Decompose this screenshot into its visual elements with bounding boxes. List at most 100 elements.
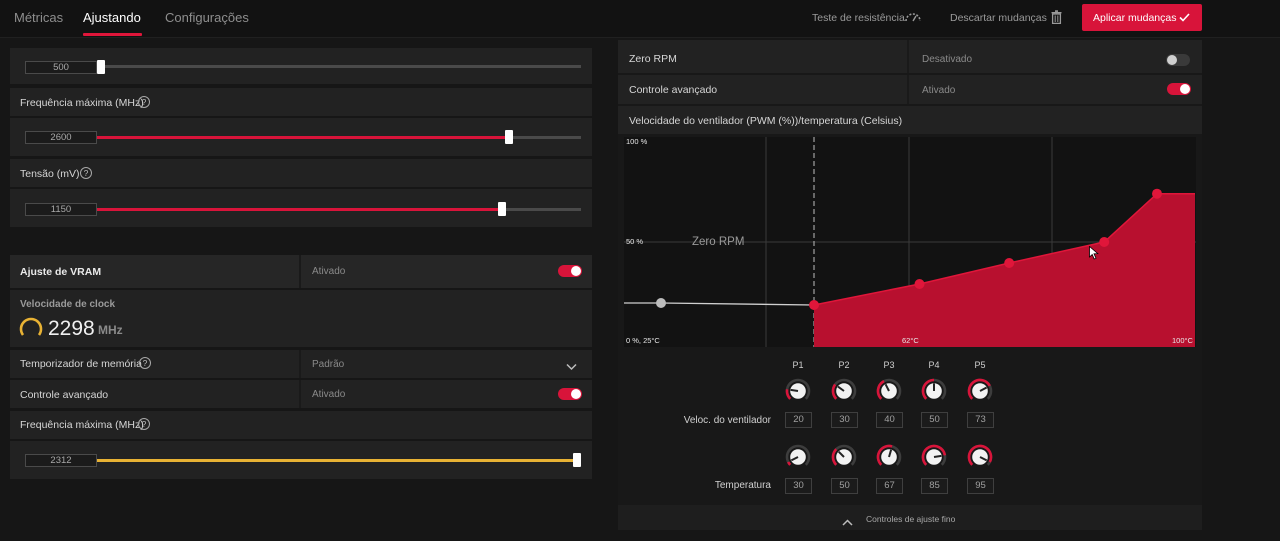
- vram-max-freq-thumb[interactable]: [573, 453, 581, 467]
- zero-rpm-label: Zero RPM: [629, 53, 677, 65]
- min-freq-thumb[interactable]: [97, 60, 105, 74]
- help-icon[interactable]: ?: [80, 167, 92, 179]
- vram-toggle[interactable]: [558, 265, 582, 277]
- point-label: P5: [974, 360, 986, 370]
- memory-timing-value[interactable]: Padrão: [312, 359, 345, 370]
- voltage-header: Tensão (mV) ?: [10, 159, 592, 187]
- temperature-knob[interactable]: [785, 444, 811, 475]
- discard-changes-button[interactable]: Descartar mudanças: [950, 12, 1047, 24]
- fan-speed-value[interactable]: 20: [785, 412, 812, 428]
- trash-icon[interactable]: [1051, 10, 1062, 29]
- fan-speed-knob[interactable]: [921, 378, 947, 409]
- fan-speed-value[interactable]: 30: [831, 412, 858, 428]
- y-tick-top: 100 %: [626, 137, 648, 146]
- apply-changes-label: Aplicar mudanças: [1093, 11, 1177, 24]
- zero-rpm-zone-label: Zero RPM: [692, 236, 745, 248]
- fan-curve-point: [1004, 258, 1015, 268]
- fan-advanced-toggle[interactable]: [1167, 83, 1191, 95]
- voltage-thumb[interactable]: [498, 202, 506, 216]
- point-label: P1: [792, 360, 804, 370]
- temperature-value[interactable]: 30: [785, 478, 812, 494]
- tab-configuracoes[interactable]: Configurações: [165, 10, 249, 25]
- max-freq-input[interactable]: 2600: [25, 131, 97, 144]
- chevron-up-icon[interactable]: [842, 513, 853, 531]
- fan-speed-knob[interactable]: [831, 378, 857, 409]
- x-tick-max: 100°C: [1172, 336, 1193, 345]
- temperature-knob[interactable]: [876, 444, 902, 475]
- fan-advanced-label: Controle avançado: [629, 84, 718, 96]
- fan-curve-line: [813, 192, 1195, 306]
- fan-speed-knob[interactable]: [785, 378, 811, 409]
- fan-speed-knob[interactable]: [876, 378, 902, 409]
- vram-advanced-toggle[interactable]: [558, 388, 582, 400]
- temperature-value[interactable]: 85: [921, 478, 948, 494]
- zero-rpm-row: Zero RPM Desativado: [618, 40, 1202, 73]
- x-tick-mid: 62°C: [902, 336, 919, 345]
- divider: [299, 350, 301, 378]
- max-freq-thumb[interactable]: [505, 130, 513, 144]
- temperature-value[interactable]: 95: [967, 478, 994, 494]
- apply-changes-button[interactable]: Aplicar mudanças: [1082, 4, 1202, 31]
- vram-max-freq-header: Frequência máxima (MHz) ?: [10, 411, 592, 439]
- min-freq-input[interactable]: 500: [25, 61, 97, 74]
- fan-curve-point: [809, 300, 819, 310]
- vram-title: Ajuste de VRAM: [20, 266, 102, 278]
- temperature-knob[interactable]: [831, 444, 857, 475]
- help-icon[interactable]: ?: [139, 357, 151, 369]
- fan-curve-chart[interactable]: Zero RPM 100 % 50 % 0 %, 25°C 62°C 100°C: [624, 137, 1196, 347]
- voltage-slider-row: 1150: [10, 189, 592, 227]
- clock-speed-value: 2298: [48, 317, 95, 340]
- fan-speed-value[interactable]: 73: [967, 412, 994, 428]
- fine-tune-label: Controles de ajuste fino: [866, 514, 956, 524]
- vram-advanced-label: Controle avançado: [20, 389, 109, 401]
- tab-metricas[interactable]: Métricas: [14, 10, 64, 25]
- fan-speed-value[interactable]: 40: [876, 412, 903, 428]
- help-icon[interactable]: ?: [138, 418, 150, 430]
- max-freq-slider-row: 2600: [10, 118, 592, 156]
- point-label: P2: [838, 360, 850, 370]
- tab-ajustando[interactable]: Ajustando: [83, 10, 141, 25]
- fan-advanced-row: Controle avançado Ativado: [618, 75, 1202, 104]
- fan-speed-knob[interactable]: [967, 378, 993, 409]
- temperature-knob[interactable]: [921, 444, 947, 475]
- fine-tune-controls-bar[interactable]: Controles de ajuste fino: [618, 505, 1202, 530]
- fan-curve-title: Velocidade do ventilador (PWM (%))/tempe…: [629, 115, 903, 127]
- stress-test-button[interactable]: Teste de resistência: [812, 12, 905, 24]
- vram-advanced-row: Controle avançado Ativado: [10, 380, 592, 408]
- vram-status: Ativado: [312, 266, 346, 277]
- temperature-value[interactable]: 67: [876, 478, 903, 494]
- vram-advanced-value: Ativado: [312, 389, 346, 400]
- help-icon[interactable]: ?: [138, 96, 150, 108]
- fan-curve-point: [914, 279, 925, 289]
- zero-rpm-handle: [656, 298, 666, 308]
- clock-ring-icon: [19, 316, 43, 345]
- voltage-label: Tensão (mV): [20, 168, 80, 180]
- fan-curve-point: [1152, 188, 1162, 199]
- zero-rpm-toggle[interactable]: [1166, 54, 1190, 66]
- clock-speed-label: Velocidade de clock: [20, 299, 116, 310]
- chevron-down-icon[interactable]: [566, 358, 577, 376]
- fan-curve-svg[interactable]: [624, 137, 1196, 347]
- temperature-knob[interactable]: [967, 444, 993, 475]
- clock-speed-panel: Velocidade de clock 2298 MHz: [10, 290, 592, 347]
- voltage-input[interactable]: 1150: [25, 203, 97, 216]
- vram-max-freq-input[interactable]: 2312: [25, 454, 97, 467]
- gauge-icon[interactable]: [904, 10, 922, 28]
- memory-timing-row: Temporizador de memória ? Padrão: [10, 350, 592, 378]
- divider: [907, 75, 909, 104]
- temperature-row-label: Temperatura: [714, 480, 771, 491]
- active-tab-indicator: [83, 33, 142, 36]
- min-freq-track[interactable]: [97, 65, 581, 68]
- max-freq-header: Frequência máxima (MHz) ?: [10, 88, 592, 116]
- temperature-value[interactable]: 50: [831, 478, 858, 494]
- voltage-fill: [97, 208, 498, 211]
- vram-max-freq-slider-row: 2312: [10, 441, 592, 479]
- point-label: P3: [883, 360, 895, 370]
- checkmark-icon: [1179, 13, 1190, 22]
- y-tick-mid: 50 %: [626, 237, 644, 246]
- divider: [299, 255, 301, 288]
- zero-rpm-value: Desativado: [922, 54, 973, 65]
- fan-curve-header: Velocidade do ventilador (PWM (%))/tempe…: [618, 106, 1202, 134]
- min-freq-row: 500: [10, 48, 592, 84]
- fan-speed-value[interactable]: 50: [921, 412, 948, 428]
